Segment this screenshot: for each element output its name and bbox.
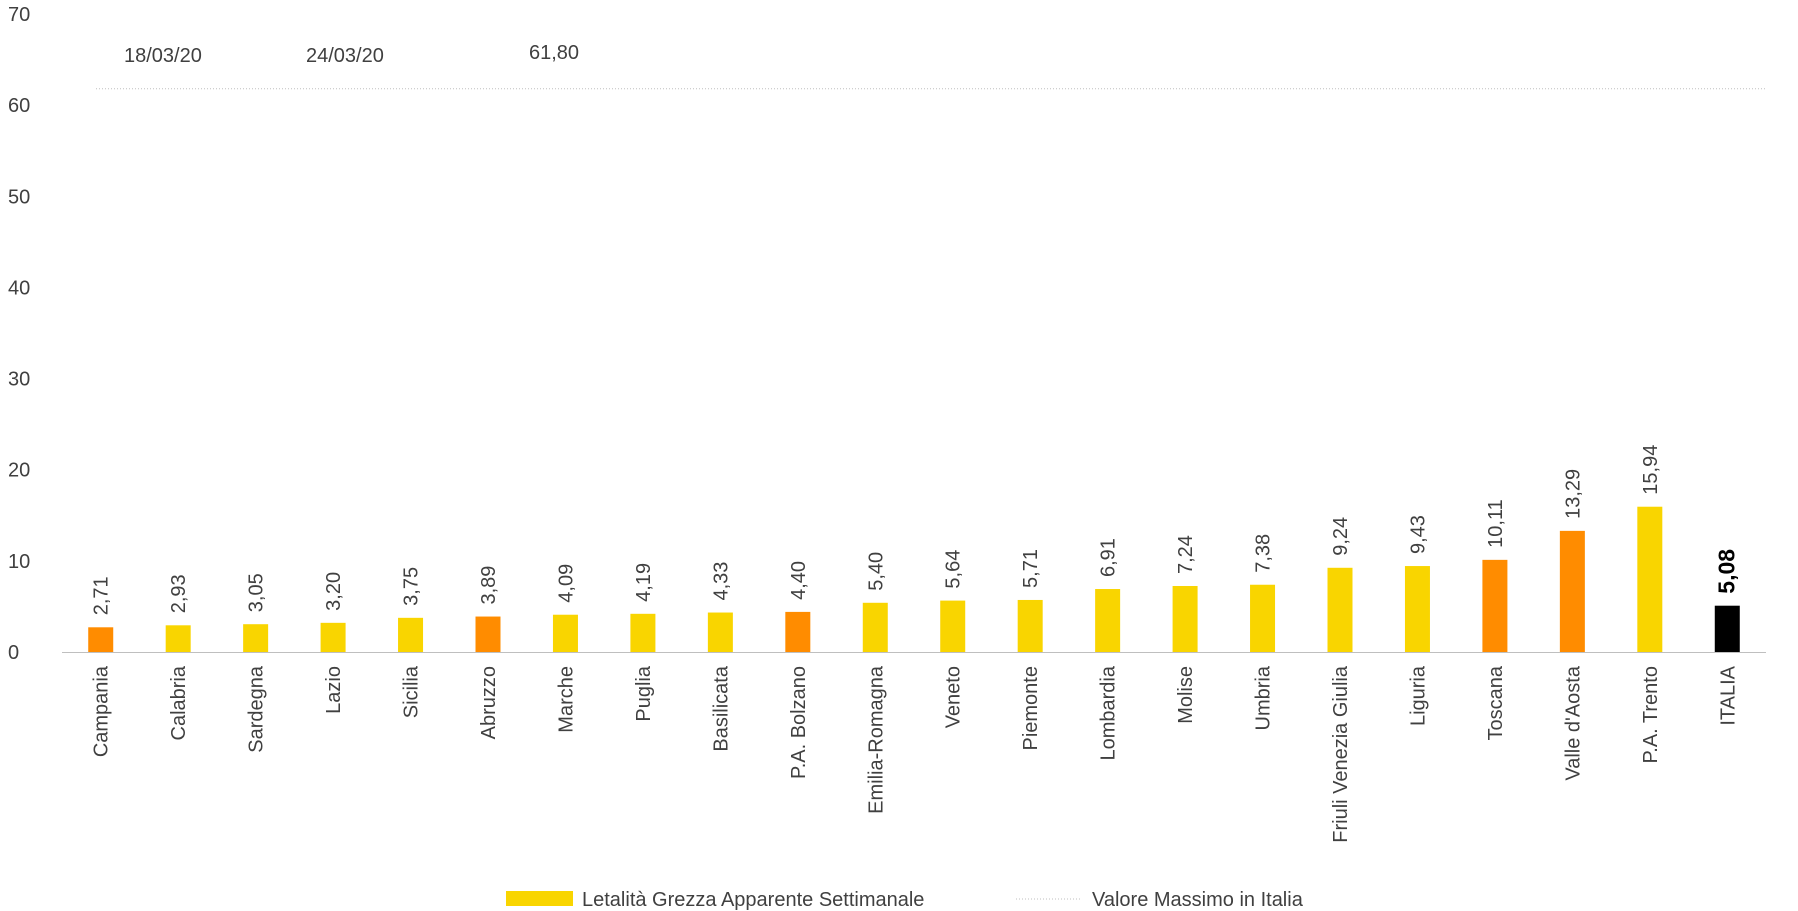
value-label: 4,09 <box>555 564 577 603</box>
bar <box>1327 567 1353 652</box>
bar <box>1017 599 1043 652</box>
value-label: 5,08 <box>1713 549 1739 594</box>
legend-swatch <box>506 891 573 906</box>
x-tick-label: Abruzzo <box>478 666 500 739</box>
x-tick-label: Friuli Venezia Giulia <box>1330 665 1352 843</box>
y-tick-label: 60 <box>8 95 30 117</box>
x-tick-label: Calabria <box>168 665 190 740</box>
bar <box>1559 530 1585 652</box>
bar <box>1482 559 1508 652</box>
y-tick-label: 0 <box>8 642 19 664</box>
x-tick-label: Molise <box>1175 666 1197 724</box>
bars <box>88 506 1740 652</box>
value-label: 5,40 <box>865 552 887 591</box>
x-tick-label: Lazio <box>323 666 345 714</box>
x-tick-label: P.A. Trento <box>1640 666 1662 763</box>
x-tick-label: Liguria <box>1407 665 1429 726</box>
legend: Letalità Grezza Apparente Settimanale Val… <box>506 889 1304 911</box>
bar <box>1172 586 1198 652</box>
x-tick-label: Marche <box>555 666 577 733</box>
bar <box>1095 589 1121 652</box>
bar <box>552 614 578 652</box>
bar <box>1250 584 1276 652</box>
value-label: 10,11 <box>1485 499 1507 548</box>
y-tick-label: 50 <box>8 186 30 208</box>
value-label: 3,05 <box>246 573 268 612</box>
legend-label: Letalità Grezza Apparente Settimanale <box>582 889 924 911</box>
y-tick-label: 10 <box>8 551 30 573</box>
bar <box>1714 605 1740 652</box>
x-tick-label: Piemonte <box>1020 666 1042 751</box>
bar <box>630 613 656 652</box>
value-label: 7,38 <box>1253 534 1275 573</box>
value-label: 13,29 <box>1562 469 1584 519</box>
bar <box>320 622 346 652</box>
y-axis: 0 10 20 30 40 50 60 70 <box>8 4 30 664</box>
date-label: 24/03/20 <box>306 45 384 67</box>
bar <box>398 617 424 652</box>
x-tick-label: Umbria <box>1253 665 1275 730</box>
x-tick-label: Sardegna <box>246 665 268 753</box>
value-label: 2,71 <box>91 576 113 615</box>
bar <box>940 600 966 652</box>
value-label: 5,71 <box>1020 549 1042 588</box>
date-label: 18/03/20 <box>124 45 202 67</box>
bar <box>88 627 114 652</box>
value-label: 3,20 <box>323 572 345 611</box>
x-tick-labels: Campania Calabria Sardegna Lazio Sicilia Abru… <box>91 665 1740 843</box>
value-label: 4,33 <box>710 562 732 601</box>
value-label: 15,94 <box>1640 445 1662 495</box>
x-tick-label: Veneto <box>943 666 965 728</box>
bar <box>707 612 733 652</box>
x-tick-label: Lombardia <box>1098 665 1120 760</box>
value-labels: 2,71 2,93 3,05 3,20 3,75 3,89 4,09 4,19 4,33 4,40… <box>91 445 1740 616</box>
bar <box>785 611 811 652</box>
x-tick-label: Valle d'Aosta <box>1562 665 1584 781</box>
value-label: 4,40 <box>788 561 810 600</box>
x-tick-label: Sicilia <box>401 665 423 718</box>
bar <box>1404 566 1430 652</box>
value-label: 7,24 <box>1175 535 1197 574</box>
value-label: 3,89 <box>478 566 500 605</box>
value-label: 5,64 <box>943 550 965 589</box>
x-tick-label: P.A. Bolzano <box>788 666 810 779</box>
value-label: 9,43 <box>1407 515 1429 554</box>
x-tick-label: Puglia <box>633 665 655 721</box>
bar <box>165 625 191 652</box>
x-tick-label: Basilicata <box>710 665 732 751</box>
max-value-label: 61,80 <box>529 42 579 64</box>
legend-label: Valore Massimo in Italia <box>1092 889 1304 911</box>
bar <box>1637 506 1663 652</box>
x-tick-label: Campania <box>91 665 113 757</box>
value-label: 2,93 <box>168 574 190 613</box>
value-label: 9,24 <box>1330 517 1352 556</box>
y-tick-label: 40 <box>8 277 30 299</box>
y-tick-label: 30 <box>8 369 30 391</box>
y-tick-label: 20 <box>8 460 30 482</box>
value-label: 6,91 <box>1098 538 1120 577</box>
value-label: 3,75 <box>401 567 423 606</box>
x-tick-label: Toscana <box>1485 665 1507 740</box>
value-label: 4,19 <box>633 563 655 602</box>
bar <box>862 602 888 652</box>
y-tick-label: 70 <box>8 4 30 26</box>
date-labels: 18/03/20 24/03/20 <box>124 45 384 67</box>
x-tick-label: ITALIA <box>1717 665 1739 725</box>
bar <box>243 624 269 652</box>
bar <box>475 616 501 652</box>
x-tick-label: Emilia-Romagna <box>865 665 887 814</box>
